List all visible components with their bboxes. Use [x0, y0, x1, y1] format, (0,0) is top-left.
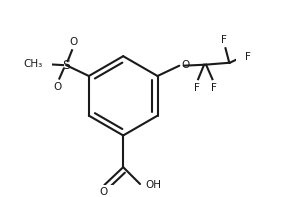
Text: F: F: [245, 52, 251, 62]
Text: O: O: [181, 60, 189, 70]
Text: F: F: [221, 35, 227, 45]
Text: O: O: [99, 187, 107, 197]
Text: F: F: [211, 83, 217, 93]
Text: F: F: [194, 83, 200, 93]
Text: O: O: [69, 37, 77, 47]
Text: CH₃: CH₃: [23, 59, 42, 69]
Text: OH: OH: [145, 180, 161, 190]
Text: S: S: [62, 59, 70, 72]
Text: O: O: [54, 82, 62, 92]
